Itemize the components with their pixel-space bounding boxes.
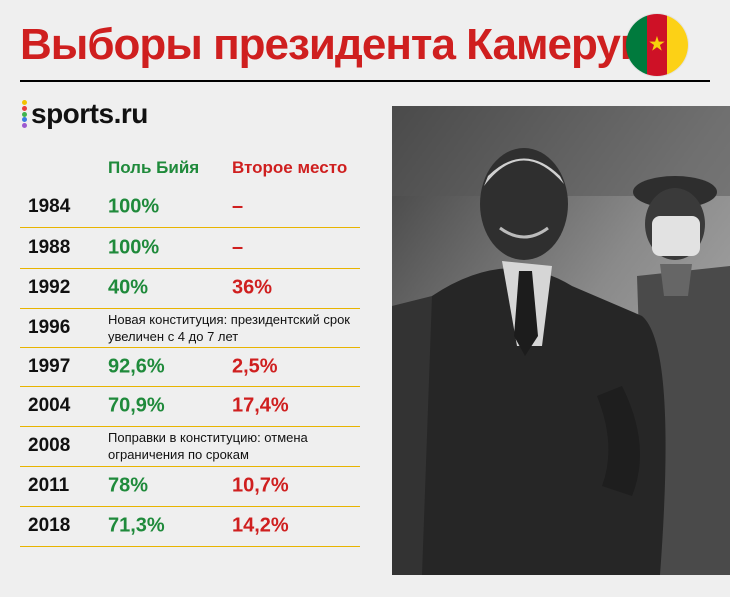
second-place-percent: 36% (232, 276, 273, 299)
row-note: Поправки в конституцию: отмена ограничен… (108, 430, 308, 462)
table-row: 1996 Новая конституция: президентский сро… (20, 308, 360, 348)
row-note: Новая конституция: президентский срок ув… (108, 311, 350, 344)
biya-percent: 78% (108, 474, 149, 497)
biya-percent: 40% (108, 276, 149, 299)
president-portrait-image (392, 106, 730, 575)
row-year: 1984 (28, 195, 71, 217)
logo-dots-icon (22, 100, 27, 128)
header-divider (20, 80, 710, 82)
table-row: 1984 100% – (20, 186, 360, 228)
column-header-biya: Поль Бийя (108, 158, 200, 177)
row-year: 2004 (28, 395, 71, 416)
second-place-percent: 2,5% (232, 355, 278, 377)
row-year: 1988 (28, 236, 71, 258)
row-year: 1996 (28, 316, 71, 338)
column-header-second-place: Второе место (232, 158, 348, 177)
biya-percent: 71,3% (108, 514, 165, 537)
biya-percent: 70,9% (108, 394, 165, 417)
logo-text: sports.ru (31, 98, 148, 129)
second-place-percent: – (232, 236, 244, 258)
row-year: 2011 (28, 475, 70, 496)
second-place-percent: – (232, 195, 244, 217)
second-place-percent: 14,2% (232, 514, 289, 537)
row-year: 1992 (28, 277, 71, 298)
table-row: 2018 71,3% 14,2% (20, 506, 360, 547)
table-row: 2008 Поправки в конституцию: отмена огран… (20, 426, 360, 467)
flag-star-icon: ★ (648, 33, 666, 56)
second-place-percent: 10,7% (232, 474, 289, 497)
second-place-percent: 17,4% (232, 394, 289, 417)
cameroon-flag-icon: ★ (626, 14, 688, 76)
biya-percent: 100% (108, 195, 160, 217)
table-row: 2004 70,9% 17,4% (20, 386, 360, 427)
sports-ru-logo: sports.ru (22, 97, 148, 131)
table-row: 2011 78% 10,7% (20, 466, 360, 507)
row-year: 1997 (28, 355, 71, 377)
page-title: Выборы президента Камеруна (20, 20, 670, 69)
biya-percent: 92,6% (108, 355, 165, 377)
row-year: 2008 (28, 435, 71, 456)
table-row: 1997 92,6% 2,5% (20, 347, 360, 387)
table-row: 1992 40% 36% (20, 268, 360, 309)
table-row: 1988 100% – (20, 227, 360, 269)
row-year: 2018 (28, 515, 71, 536)
biya-percent: 100% (108, 236, 160, 258)
